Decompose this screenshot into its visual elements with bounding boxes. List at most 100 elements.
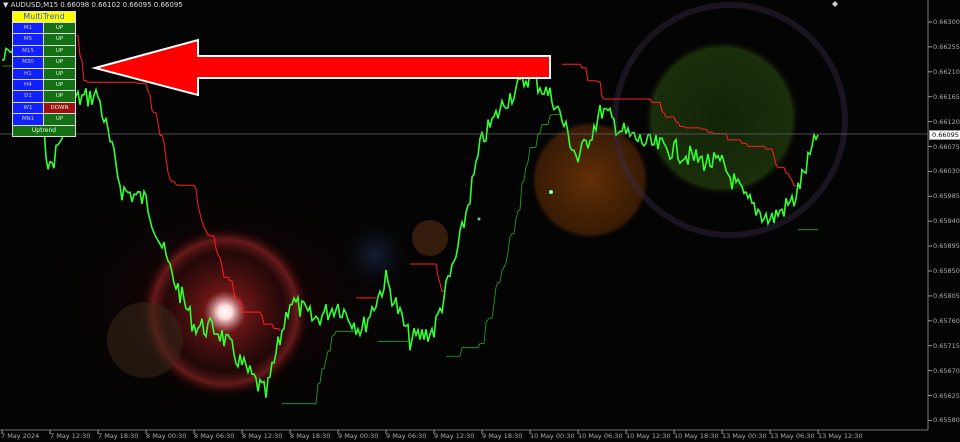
time-tick-label: 10 May 06:30 — [578, 432, 623, 440]
price-tick-label: 0.66210 — [933, 67, 960, 76]
multitrend-panel: MultiTrend M1 UP M5 UP M15 UP M30 UP H1 UP H4 UP D1 U… — [12, 11, 76, 137]
price-tick-label: 0.66300 — [933, 18, 960, 26]
price-segment — [193, 316, 219, 339]
price-segment — [577, 104, 603, 163]
price-tick-label: 0.65625 — [933, 391, 960, 400]
price-tick-label: 0.65895 — [933, 242, 960, 251]
symbol-info: ▼ AUDUSD,M15 0.66098 0.66102 0.66095 0.6… — [3, 1, 183, 9]
timeframe-row: MN1 UP — [13, 113, 75, 125]
price-tick-label: 0.65715 — [933, 341, 960, 350]
price-tick-label: 0.65580 — [933, 416, 960, 425]
trend-state: UP — [43, 91, 75, 102]
trend-support-line — [446, 114, 560, 357]
price-segment — [769, 192, 795, 224]
price-tick-label: 0.65760 — [933, 316, 960, 325]
timeframe-row: M1 UP — [13, 22, 75, 34]
price-tick-label: 0.65670 — [933, 366, 960, 375]
price-segment — [601, 106, 627, 137]
trend-state: UP — [43, 34, 75, 45]
price-segment — [73, 86, 99, 107]
time-tick-label: 8 May 06:30 — [194, 432, 235, 440]
price-segment — [145, 195, 171, 265]
trend-state: UP — [43, 114, 75, 125]
price-segment — [265, 304, 291, 398]
flare-dot — [549, 190, 553, 194]
timeframe-label: H1 — [13, 68, 43, 79]
price-segment — [721, 154, 747, 195]
time-tick-label: 13 May 06:30 — [770, 432, 815, 440]
price-segment — [433, 246, 459, 338]
price-tick-label: 0.66075 — [933, 142, 960, 151]
price-segment — [673, 137, 699, 165]
trend-state: UP — [43, 23, 75, 34]
time-tick-label: 9 May 18:30 — [482, 432, 523, 440]
timeframe-row: M30 UP — [13, 56, 75, 68]
price-tick-label: 0.65805 — [933, 291, 960, 300]
time-tick-label: 9 May 00:30 — [338, 432, 379, 440]
time-tick-label: 7 May 18:30 — [98, 432, 139, 440]
price-segment — [409, 325, 435, 351]
price-segment — [217, 329, 243, 370]
flare-orange — [530, 120, 650, 240]
timeframe-row: H4 UP — [13, 78, 75, 91]
timeframe-label: M1 — [13, 23, 43, 34]
price-segment — [241, 354, 267, 398]
price-segment — [553, 105, 579, 163]
current-price-label: 0.66095 — [929, 130, 960, 140]
price-segment — [625, 125, 651, 148]
trend-state: UP — [43, 79, 75, 91]
time-tick-label: 9 May 06:30 — [386, 432, 427, 440]
flare-ring — [612, 2, 848, 238]
price-tick-label: 0.65850 — [933, 267, 960, 275]
red-arrow — [91, 38, 551, 97]
price-tick-label: 0.66120 — [933, 117, 960, 126]
panel-title: MultiTrend — [13, 12, 75, 22]
trend-resistance-line — [410, 263, 444, 292]
time-tick-label: 7 May 2024 — [1, 432, 40, 440]
price-segment — [313, 303, 339, 326]
flare-dot — [477, 217, 481, 221]
triangle-down-icon[interactable]: ▼ — [3, 1, 9, 9]
trend-state: DOWN — [43, 102, 75, 114]
price-segment — [649, 133, 675, 161]
price-segment — [361, 269, 387, 333]
price-tick-label: 0.66030 — [933, 167, 960, 176]
time-tick-label: 7 May 12:30 — [50, 432, 91, 440]
price-segment — [793, 132, 819, 207]
time-tick-label: 13 May 00:30 — [722, 432, 767, 440]
trend-support-line — [282, 330, 354, 405]
flare-blue — [333, 213, 417, 297]
price-segment — [289, 294, 315, 323]
timeframe-label: M5 — [13, 34, 43, 45]
timeframe-label: M30 — [13, 57, 43, 68]
price-segment — [481, 97, 507, 143]
price-segment — [337, 303, 363, 339]
flare-orange-small — [412, 220, 448, 256]
price-segment — [745, 191, 771, 227]
price-segment — [97, 96, 123, 201]
price-tick-label: 0.66165 — [933, 92, 960, 101]
timeframe-label: MN1 — [13, 114, 43, 125]
trend-state: UP — [43, 45, 75, 57]
price-tick-label: 0.65940 — [933, 217, 960, 226]
timeframe-row: M5 UP — [13, 33, 75, 45]
price-segment — [169, 263, 195, 332]
flare-green — [644, 40, 800, 196]
timeframe-label: M15 — [13, 45, 43, 57]
flare-ghost — [107, 302, 183, 378]
timeframe-label: W1 — [13, 102, 43, 114]
trend-state: UP — [43, 68, 75, 79]
chart-options-icon[interactable] — [832, 1, 838, 7]
time-tick-label: 13 May 12:30 — [818, 432, 863, 440]
time-tick-label: 8 May 18:30 — [290, 432, 331, 440]
timeframe-label: H4 — [13, 79, 43, 91]
trend-resistance-line — [562, 63, 796, 187]
time-tick-label: 8 May 00:30 — [146, 432, 187, 440]
price-tick-label: 0.65985 — [933, 192, 960, 201]
trend-state: UP — [43, 57, 75, 68]
time-tick-label: 9 May 12:30 — [434, 432, 475, 440]
timeframe-row: W1 DOWN — [13, 101, 75, 114]
panel-summary: Uptrend — [13, 124, 75, 136]
timeframe-row: D1 UP — [13, 90, 75, 102]
